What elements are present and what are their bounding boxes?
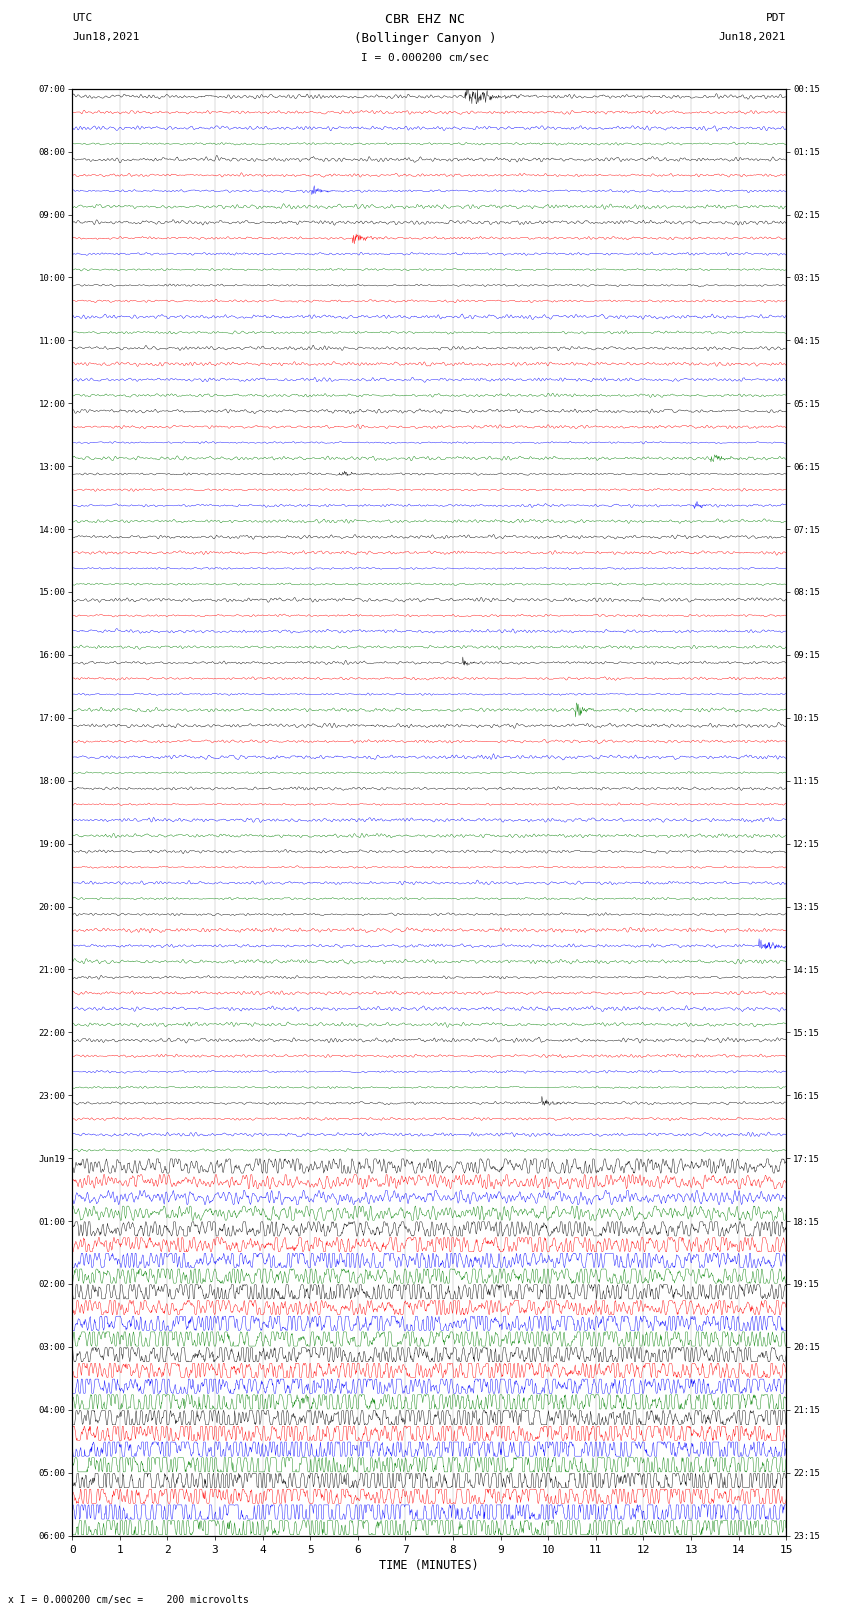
Text: PDT: PDT (766, 13, 786, 23)
Text: (Bollinger Canyon ): (Bollinger Canyon ) (354, 32, 496, 45)
Text: CBR EHZ NC: CBR EHZ NC (385, 13, 465, 26)
Text: Jun18,2021: Jun18,2021 (719, 32, 786, 42)
Text: I = 0.000200 cm/sec: I = 0.000200 cm/sec (361, 53, 489, 63)
Text: UTC: UTC (72, 13, 93, 23)
X-axis label: TIME (MINUTES): TIME (MINUTES) (379, 1558, 479, 1571)
Text: Jun18,2021: Jun18,2021 (72, 32, 139, 42)
Text: x I = 0.000200 cm/sec =    200 microvolts: x I = 0.000200 cm/sec = 200 microvolts (8, 1595, 249, 1605)
